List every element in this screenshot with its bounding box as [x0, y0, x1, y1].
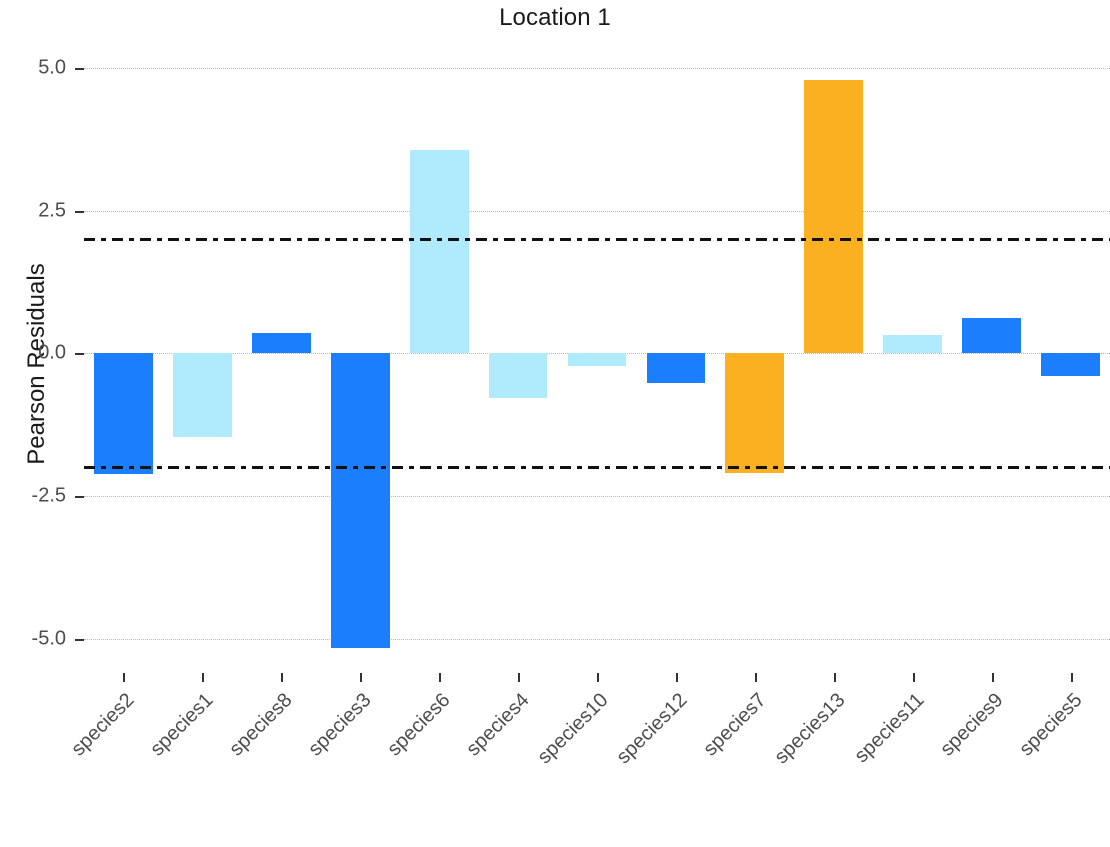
y-tick-label: 0.0 [38, 341, 66, 364]
x-tick-mark [518, 673, 521, 682]
x-tick-label: species5 [1014, 689, 1087, 761]
x-tick-label: species10 [533, 689, 613, 769]
bar [330, 353, 390, 649]
bar [883, 334, 943, 354]
chart-title: Location 1 [499, 4, 611, 31]
x-tick-label: species9 [935, 689, 1008, 761]
gridline [84, 496, 1110, 498]
chart-root: Location 1 Pearson Residuals 5.0 2.5 0.0 -2… [23, 4, 1110, 769]
bar [804, 79, 864, 354]
bar [646, 353, 706, 384]
y-tick-label: -5.0 [31, 627, 66, 650]
x-tick-mark [754, 673, 757, 682]
x-tick-label: species13 [770, 689, 850, 769]
y-tick-label: -2.5 [31, 484, 66, 507]
x-tick-mark [360, 673, 363, 682]
x-tick-label: species6 [383, 689, 455, 761]
y-tick-mark [75, 496, 84, 499]
x-tick-label: species1 [146, 689, 218, 761]
y-tick-mark [75, 353, 84, 356]
gridline [84, 638, 1110, 640]
x-tick-mark [833, 673, 836, 682]
x-tick-label: species4 [462, 689, 534, 761]
bar [725, 353, 785, 474]
x-tick-label: species8 [225, 689, 297, 761]
x-tick-mark [912, 673, 915, 682]
x-tick-label: species7 [699, 689, 771, 761]
bar [567, 353, 627, 366]
y-tick-mark [75, 67, 84, 70]
plot-panel: 5.0 2.5 0.0 -2.5 -5.0 species2 species1 specie… [32, 48, 1110, 768]
gridline [84, 67, 1110, 69]
bar [409, 149, 469, 354]
bar [488, 353, 548, 398]
bar [94, 353, 153, 475]
y-tick-mark [75, 638, 84, 641]
x-tick-label: species12 [612, 689, 692, 769]
x-tick-mark [439, 673, 442, 682]
y-tick-label: 5.0 [38, 56, 66, 79]
x-tick-label: species11 [850, 689, 929, 768]
x-tick-mark [675, 673, 678, 682]
x-tick-label: species3 [304, 689, 376, 761]
x-tick-mark [1070, 673, 1073, 682]
reference-line [84, 237, 1110, 241]
y-tick-mark [75, 210, 84, 213]
bar-series [84, 48, 1110, 673]
x-tick-mark [991, 673, 994, 682]
bar [962, 317, 1021, 354]
x-tick-mark [202, 673, 205, 682]
x-tick-mark [597, 673, 599, 682]
gridline [84, 210, 1110, 212]
bar [251, 332, 311, 354]
x-tick-mark [281, 673, 284, 682]
y-tick-label: 2.5 [38, 199, 66, 222]
x-tick-mark [123, 673, 126, 682]
bar [1041, 353, 1100, 377]
reference-line [84, 466, 1110, 469]
bar [172, 353, 232, 438]
